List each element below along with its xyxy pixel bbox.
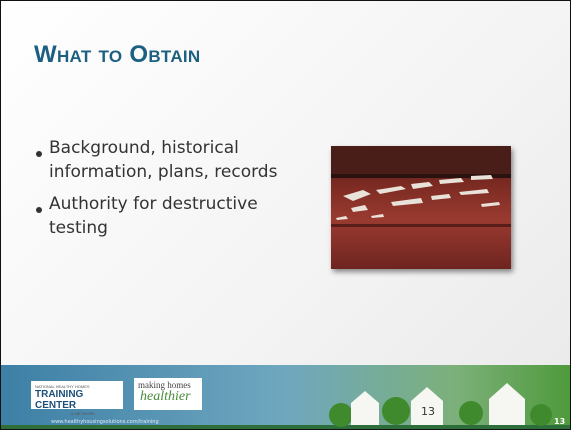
bullet: Background, historical information, plan… [35, 136, 285, 184]
footer-url: www.healthyhousingsolutions.com/training [51, 419, 159, 425]
logo-text: TRAINING CENTER [35, 389, 123, 411]
logo-training-center: NATIONAL HEALTHY HOMES TRAINING CENTER &… [31, 381, 123, 409]
photo [331, 146, 511, 269]
logo-text: & NETWORK [71, 411, 123, 416]
page-number: 13 [421, 405, 435, 418]
logo-text: healthier [140, 390, 202, 404]
page-number: 13 [554, 417, 565, 426]
slide: What to Obtain Background, historical in… [0, 0, 571, 430]
bullet-list: Background, historical information, plan… [35, 136, 285, 248]
logo-healthier: making homes healthier [134, 378, 202, 410]
slide-title: What to Obtain [34, 41, 201, 69]
bullet: Authority for destructive testing [35, 192, 285, 240]
